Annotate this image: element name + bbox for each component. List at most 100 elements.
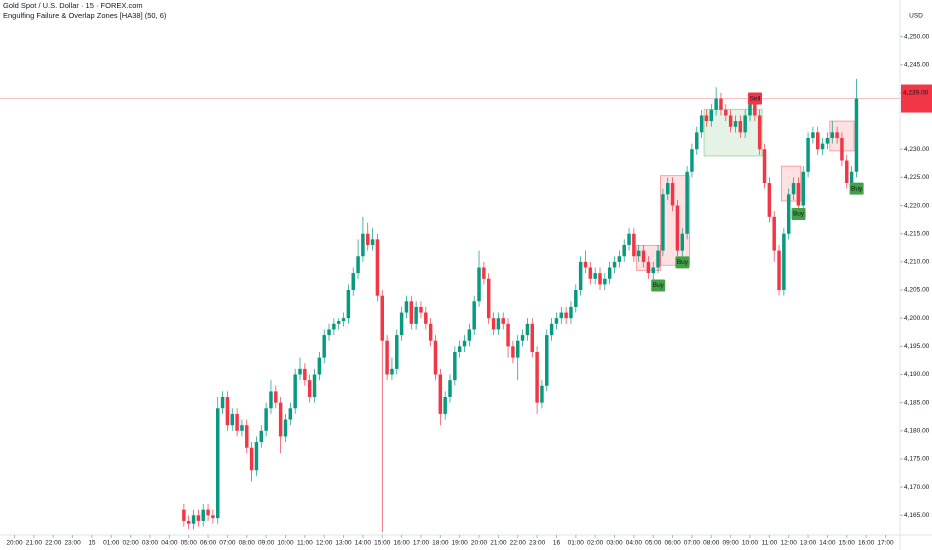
x-tick-label: 20:00 (6, 540, 23, 547)
y-tick-label: 4,200.00 (904, 315, 930, 322)
last-price-label: 4,239.00 (903, 89, 929, 96)
candle-body (816, 132, 820, 150)
candle-body (820, 143, 825, 150)
candle-body (777, 250, 781, 291)
candle-body (443, 397, 447, 414)
y-tick-label: 4,245.00 (904, 61, 930, 68)
x-tick-label: 15:00 (374, 540, 391, 547)
x-tick-label: 22:00 (510, 540, 527, 547)
candle-body (259, 430, 264, 443)
indicator-title: Engulfing Failure & Overlap Zones [HA38]… (3, 11, 167, 20)
candle-body (598, 273, 602, 285)
candle-body (395, 335, 399, 369)
signal-text: Buy (653, 282, 665, 289)
x-tick-label: 06:00 (664, 540, 681, 547)
candle-body (428, 323, 433, 341)
x-tick-label: 11:00 (761, 540, 777, 547)
candle-body (457, 346, 462, 352)
x-tick-label: 17:00 (413, 540, 430, 547)
candle-body (414, 306, 418, 324)
candle-body (748, 104, 752, 116)
candle-body (211, 515, 215, 519)
candle-body (399, 312, 404, 336)
candle-body (540, 385, 544, 403)
x-tick-label: 13:00 (800, 540, 817, 547)
x-tick-label: 15 (88, 540, 96, 547)
candle-body (786, 194, 791, 234)
candle-body (278, 402, 283, 437)
y-tick-label: 4,180.00 (904, 428, 930, 435)
candle-body (806, 137, 810, 172)
candle-body (719, 98, 723, 110)
candle-body (220, 397, 225, 409)
candle-body (191, 515, 196, 524)
candle-body (743, 115, 747, 133)
chart-title: Gold Spot / U.S. Dollar · 15 · FOREX.com (3, 1, 143, 10)
x-tick-label: 10:00 (742, 540, 759, 547)
candle-body (738, 121, 743, 133)
x-tick-label: 13:00 (335, 540, 352, 547)
candle-body (307, 380, 312, 398)
candle-body (249, 447, 254, 471)
signal-label (748, 92, 762, 105)
x-tick-label: 18:00 (432, 540, 449, 547)
candle-body (685, 171, 689, 234)
candle-body (583, 261, 588, 268)
x-tick-label: 09:00 (723, 540, 740, 547)
candle-body (554, 318, 559, 324)
x-tick-label: 02:00 (123, 540, 140, 547)
candle-body (390, 368, 394, 375)
candle-body (448, 380, 452, 398)
candle-body (269, 391, 273, 409)
candle-body (196, 515, 201, 521)
candle-body (419, 306, 423, 313)
candle-body (699, 115, 704, 133)
candle-body (603, 278, 607, 285)
signal-label (849, 182, 864, 195)
candle-body (617, 256, 622, 262)
candle-body (525, 323, 530, 336)
candle-body (332, 323, 336, 330)
candle-body (482, 267, 486, 279)
candle-body (317, 357, 322, 375)
candle-body (782, 233, 786, 291)
x-tick-label: 08:00 (703, 540, 720, 547)
candle-body (303, 368, 307, 381)
candle-body (656, 250, 660, 268)
candle-body (830, 132, 834, 138)
candle-body (433, 340, 438, 375)
x-tick-label: 06:00 (200, 540, 217, 547)
candle-body (724, 109, 728, 116)
candle-body (535, 351, 539, 403)
signal-text: Sell (750, 95, 761, 102)
candle-body (216, 408, 220, 519)
candle-body (462, 340, 467, 347)
y-tick-label: 4,220.00 (904, 202, 930, 209)
signal-text: Buy (793, 211, 805, 218)
candle-body (564, 312, 568, 319)
candle-body (225, 397, 230, 426)
overlap-zone (660, 175, 690, 266)
candle-body (661, 194, 665, 251)
candle-body (569, 306, 573, 319)
candle-body (530, 323, 534, 352)
candle-body (840, 137, 844, 161)
candle-body (293, 374, 297, 409)
candle-body (695, 132, 699, 150)
candle-body (549, 323, 554, 336)
candle-body (796, 183, 801, 206)
candle-body (574, 290, 578, 307)
candle-body (646, 261, 651, 274)
candle-body (230, 413, 234, 426)
candle-body (680, 233, 684, 251)
y-tick-label: 4,190.00 (904, 371, 930, 378)
candle-body (312, 374, 317, 398)
x-tick-label: 14:00 (355, 540, 372, 547)
x-tick-label: 21:00 (26, 540, 43, 547)
candle-body (380, 295, 384, 341)
candle-body (424, 312, 428, 324)
signal-label (675, 256, 690, 269)
candle-body (753, 104, 757, 116)
candle-body (854, 98, 859, 172)
